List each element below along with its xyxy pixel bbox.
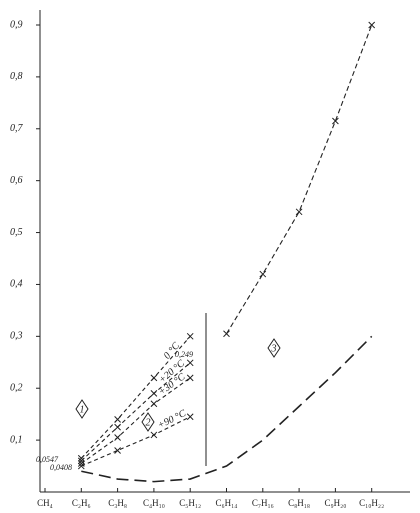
x-tick-label: C₇H₁₆ <box>252 498 274 508</box>
point-marker <box>77 462 85 470</box>
point-marker <box>186 359 194 367</box>
point-marker <box>259 270 267 278</box>
point-marker <box>332 117 339 125</box>
point-marker <box>77 454 85 462</box>
series-line <box>80 362 191 462</box>
x-tick-label: C₈H₁₈ <box>288 498 310 508</box>
point-marker <box>150 374 158 382</box>
annotation: 0,249 <box>175 350 193 359</box>
annotation: 1 <box>80 404 85 415</box>
y-tick-label: 0,4 <box>10 279 23 290</box>
y-tick-label: 0,5 <box>10 227 23 238</box>
x-tick-label: CH₄ <box>37 498 53 508</box>
series-label: 2 <box>146 417 151 428</box>
y-tick-label: 0,8 <box>10 71 23 82</box>
y-tick-label: 0,2 <box>10 383 23 394</box>
diamond <box>267 338 281 358</box>
point-marker <box>186 374 194 382</box>
annotation: 0,0408 <box>50 463 72 472</box>
point-marker <box>186 413 194 421</box>
diamond <box>75 399 89 419</box>
point-marker <box>114 416 121 423</box>
series-line <box>226 24 373 335</box>
y-tick-label: 0,9 <box>10 19 23 30</box>
series-line <box>81 335 373 483</box>
x-tick-label: C₄H₁₀ <box>143 498 165 508</box>
point-marker <box>114 434 121 441</box>
series-label: +90 °C <box>156 408 188 431</box>
point-marker <box>150 400 158 408</box>
point-marker <box>150 431 158 439</box>
point-marker <box>150 390 158 397</box>
x-tick-label: C₂H₆ <box>72 498 91 508</box>
y-tick-label: 0,3 <box>10 331 23 342</box>
point-marker <box>368 21 376 29</box>
y-tick-label: 0,6 <box>10 175 23 186</box>
series-line <box>80 377 191 464</box>
point-marker <box>295 208 303 216</box>
y-tick-label: 0,1 <box>10 434 23 445</box>
point-marker <box>223 330 230 338</box>
x-tick-label: C₆H₁₄ <box>216 498 238 508</box>
series-line <box>80 335 191 459</box>
point-marker <box>114 447 121 454</box>
y-tick-label: 0,7 <box>10 123 24 134</box>
diamond <box>141 412 155 432</box>
series-line <box>81 416 191 467</box>
x-tick-label: C₅H₁₂ <box>179 498 201 508</box>
x-tick-label: C₃H₈ <box>108 498 127 508</box>
point-marker <box>186 332 194 340</box>
series-label: 3 <box>271 343 277 354</box>
x-tick-label: C₁₀H₂₂ <box>359 498 384 508</box>
annotation: 0,0547 <box>36 455 59 464</box>
x-tick-label: C₉H₂₀ <box>324 498 346 508</box>
point-marker <box>77 457 85 465</box>
point-marker <box>114 423 121 431</box>
